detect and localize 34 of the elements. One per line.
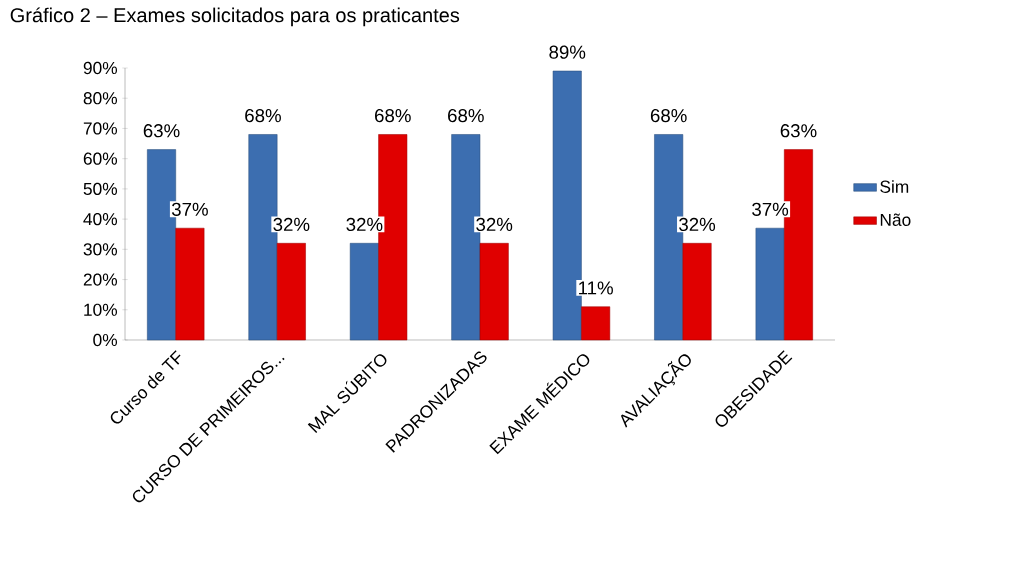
data-label: 37% (752, 202, 789, 216)
data-label: 68% (650, 109, 687, 123)
y-tick-label: 20% (83, 273, 118, 286)
bar (682, 243, 712, 341)
legend-label: Sim (880, 180, 909, 193)
y-tick-label: 10% (84, 303, 118, 316)
y-tick-label: 30% (83, 243, 118, 256)
data-label: 68% (245, 109, 281, 123)
y-tick-label: 50% (83, 182, 118, 196)
data-label: 32% (273, 217, 310, 232)
data-label: 37% (171, 202, 208, 216)
bar (581, 306, 611, 341)
bar (349, 243, 379, 341)
y-tick-label: 60% (83, 152, 118, 165)
y-tick-label: 80% (83, 92, 118, 105)
bar (479, 243, 509, 341)
legend-label: Não (880, 213, 911, 226)
data-label: 32% (476, 217, 513, 232)
data-label: 63% (143, 124, 180, 138)
y-tick-label: 90% (83, 61, 118, 75)
bar (175, 227, 205, 341)
bar (755, 227, 785, 341)
data-label: 68% (448, 109, 484, 123)
data-label: 32% (346, 217, 383, 232)
data-label: 89% (549, 45, 586, 59)
data-label: 11% (579, 281, 613, 295)
y-tick-label: 70% (83, 122, 118, 135)
chart-title: Gráfico 2 – Exames solicitados para os praticantes (10, 7, 460, 27)
bar (276, 243, 306, 341)
y-tick-label: 40% (83, 212, 118, 226)
y-tick-label: 0% (93, 333, 118, 347)
data-label: 32% (679, 217, 716, 232)
data-label: 68% (375, 109, 411, 123)
data-label: 63% (780, 124, 817, 138)
